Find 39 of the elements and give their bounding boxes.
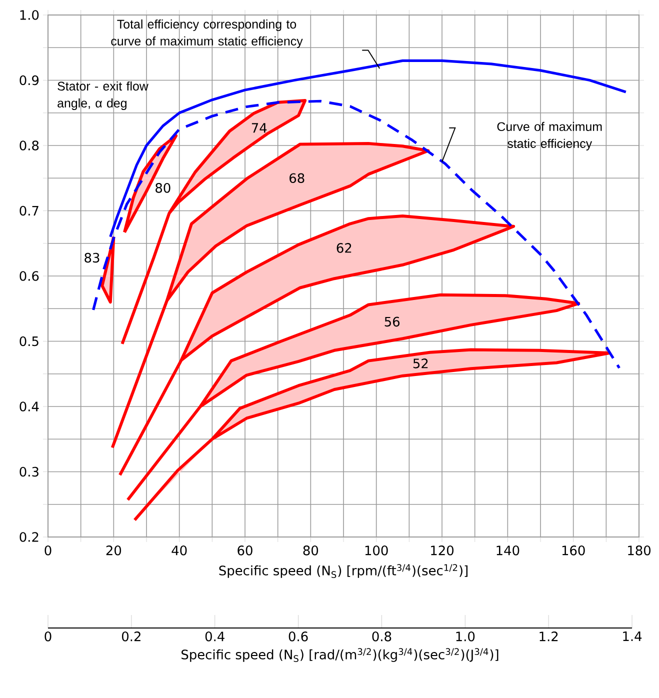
x-tick-label: 100 (365, 546, 388, 556)
x2-tick-label: 1.0 (456, 632, 475, 642)
y-tick-label: 0.4 (20, 402, 39, 412)
x-axis-title: Specific speed (N$_{S}$) [rpm/(ft$^{3/4}$)(sec$^{1/2}$)] (219, 564, 468, 578)
x-tick-label: 140 (496, 546, 520, 556)
annotation: Total efficiency corresponding to curve of maximum static efficiency (111, 19, 303, 48)
x2-tick-label: 1.2 (540, 632, 558, 642)
x2-tick-label: 0.2 (122, 632, 140, 642)
annotation: 62 (336, 243, 352, 253)
x2-tick-label: 1.4 (623, 632, 642, 641)
x-tick-label: 40 (172, 546, 187, 556)
x2-tick-label: 0.8 (372, 632, 392, 642)
annotation: Stator - exit flow angle, α deg (58, 81, 148, 110)
annotation: 52 (413, 358, 428, 368)
y-tick-label: 0.9 (20, 75, 39, 86)
y-tick-label: 0.5 (20, 336, 38, 346)
x-tick-label: 60 (238, 546, 252, 556)
y-tick-label: 0.8 (20, 140, 39, 150)
text: Specific speed (N$_{S}$) [rad/(m$^{3/2}$)(kg$^{3/4}$)(sec$^{3/2}$)(J$^{3/4}$)] (182, 648, 498, 662)
x-tick-label: 180 (628, 546, 650, 556)
y-tick-label: 1.0 (20, 10, 39, 20)
x2-tick-label: 0.6 (288, 632, 308, 642)
annotation: 74 (252, 123, 267, 133)
annotation: Curve of maximum static efficiency (497, 122, 602, 150)
x-tick-label: 20 (106, 546, 122, 556)
x2-tick-label: 0 (44, 632, 52, 642)
annotation: 56 (384, 316, 400, 327)
y-tick-label: 0.3 (20, 466, 38, 477)
annotation: 83 (84, 252, 100, 263)
x2-tick-label: 0.4 (205, 632, 224, 642)
annotation: 68 (290, 173, 304, 184)
annotation: 80 (156, 183, 170, 193)
x-tick-label: 0 (44, 546, 52, 556)
x-tick-label: 120 (431, 546, 454, 556)
y-tick-label: 0.2 (20, 532, 38, 542)
x-tick-label: 160 (562, 546, 585, 556)
x-tick-label: 80 (303, 546, 318, 556)
y-tick-label: 0.7 (20, 206, 38, 216)
y-tick-label: 0.6 (20, 271, 39, 281)
